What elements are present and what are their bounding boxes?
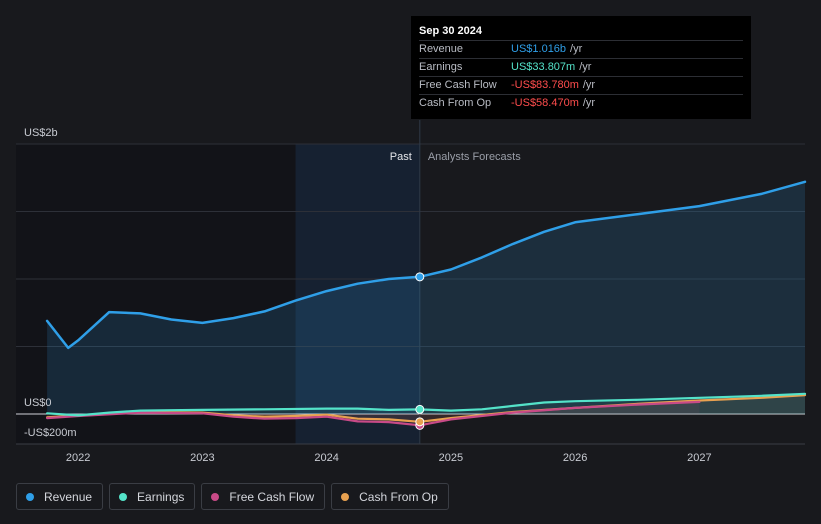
marker-revenue	[415, 272, 425, 282]
tooltip-row-revenue: Revenue US$1.016b /yr	[419, 40, 743, 58]
legend-label: Revenue	[44, 489, 93, 504]
tooltip-row-earnings: Earnings US$33.807m /yr	[419, 58, 743, 76]
x-tick-label: 2024	[314, 452, 338, 464]
tooltip-label: Cash From Op	[419, 97, 492, 109]
marker-cash-from-op	[415, 417, 425, 427]
y-label-top: US$2b	[24, 127, 58, 139]
tooltip-value: -US$83.780m	[511, 79, 579, 91]
past-label: Past	[390, 151, 412, 163]
x-tick-label: 2023	[190, 452, 214, 464]
legend-label: Earnings	[137, 489, 185, 504]
tooltip-row-free-cash-flow: Free Cash Flow -US$83.780m /yr	[419, 76, 743, 94]
area-revenue	[47, 181, 806, 414]
series-line-free-cash-flow	[46, 400, 701, 427]
legend-item-cash-from-op[interactable]: Cash From Op	[331, 483, 449, 510]
x-tick-label: 2022	[66, 452, 90, 464]
legend-dot-icon	[26, 492, 34, 501]
hover-tooltip: Sep 30 2024 Revenue US$1.016b /yr Earnin…	[411, 16, 751, 119]
legend-item-revenue[interactable]: Revenue	[16, 483, 104, 510]
tooltip-unit: /yr	[579, 61, 592, 73]
legend-dot-icon	[119, 492, 128, 501]
chart-background	[16, 144, 420, 444]
forecast-label: Analysts Forecasts	[428, 151, 521, 163]
axis-labels: US$2b US$0 -US$200m Past Analysts Forecasts 2…	[24, 127, 712, 464]
tooltip-row-cash-from-op: Cash From Op -US$58.470m /yr	[419, 94, 743, 112]
x-tick-label: 2027	[687, 452, 711, 464]
series-line-revenue	[45, 180, 807, 350]
marker-earnings	[415, 404, 425, 414]
legend-label: Free Cash Flow	[229, 489, 315, 504]
y-label-zero: US$0	[24, 397, 52, 409]
gridlines	[16, 120, 805, 445]
tooltip-unit: /yr	[570, 43, 583, 55]
x-tick-label: 2025	[439, 452, 463, 464]
legend-dot-icon	[341, 492, 350, 501]
tooltip-unit: /yr	[582, 97, 596, 109]
legend-label: Cash From Op	[359, 489, 438, 504]
series-lines	[45, 180, 807, 427]
tooltip-value: -US$58.470m	[511, 97, 579, 109]
tooltip-unit: /yr	[582, 79, 596, 91]
series-line-earnings	[46, 392, 807, 417]
tooltip-value: US$33.807m	[511, 61, 576, 73]
legend-item-free-cash-flow[interactable]: Free Cash Flow	[201, 483, 326, 510]
tooltip-label: Earnings	[419, 61, 463, 73]
y-label-bottom: -US$200m	[24, 427, 77, 439]
x-tick-label: 2026	[563, 452, 587, 464]
tooltip-label: Revenue	[419, 43, 464, 55]
legend-dot-icon	[211, 492, 220, 501]
tooltip-label: Free Cash Flow	[419, 79, 497, 91]
tooltip-value: US$1.016b	[511, 43, 567, 55]
legend: Revenue Earnings Free Cash Flow Cash Fro…	[16, 483, 449, 510]
tooltip-date: Sep 30 2024	[419, 25, 482, 37]
hover-markers	[415, 272, 425, 430]
legend-item-earnings[interactable]: Earnings	[109, 483, 196, 510]
